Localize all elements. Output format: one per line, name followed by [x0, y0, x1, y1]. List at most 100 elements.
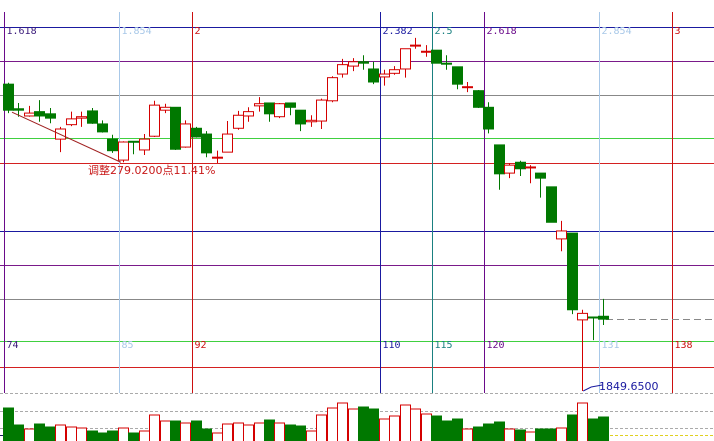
volume-bar	[515, 429, 526, 441]
candle-down	[191, 126, 202, 138]
candle-body	[400, 48, 411, 70]
candle-body	[421, 50, 432, 53]
volume-bar	[588, 418, 599, 441]
candle-body	[160, 106, 171, 111]
fib-bar-label: 92	[195, 340, 207, 351]
candle-body	[535, 172, 546, 179]
candle-up	[327, 76, 338, 103]
volume-bar	[400, 404, 411, 441]
candle-body	[462, 86, 473, 89]
volume-bar	[160, 420, 171, 441]
candle-up	[410, 37, 421, 49]
candle-down	[598, 298, 609, 325]
candle-down	[546, 186, 557, 223]
candle-down	[515, 160, 526, 176]
candle-body	[431, 49, 442, 64]
candle-body	[379, 73, 390, 78]
candle-body	[13, 108, 24, 111]
volume-bar	[55, 424, 66, 441]
volume-bar	[504, 428, 515, 441]
volume-bar	[556, 427, 567, 441]
candle-body	[295, 109, 306, 125]
candle-body	[34, 111, 45, 117]
fib-ratio-label: 1.854	[122, 26, 152, 37]
volume-bar	[264, 419, 275, 441]
volume-bar	[128, 432, 139, 441]
candle-up	[212, 150, 223, 163]
candle-body	[76, 116, 87, 119]
candle-body	[191, 127, 202, 138]
candle-up	[337, 58, 348, 78]
volume-bar	[348, 408, 359, 441]
fib-bar-label: 110	[383, 340, 401, 351]
candle-down	[567, 232, 578, 315]
fib-ratio-label: 1.618	[7, 26, 37, 37]
candle-up	[421, 45, 432, 57]
candle-up	[348, 58, 359, 72]
candle-down	[441, 55, 452, 70]
candle-up	[389, 66, 400, 75]
fib-ratio-label: 2.382	[383, 26, 413, 37]
volume-bar	[410, 408, 421, 441]
candle-body	[212, 156, 223, 159]
candle-body	[87, 110, 98, 124]
volume-bar	[274, 422, 285, 441]
volume-bar	[24, 428, 35, 441]
volume-bar	[337, 402, 348, 441]
candle-body	[410, 44, 421, 47]
candle-down	[535, 172, 546, 198]
candle-down	[264, 102, 275, 122]
volume-bar	[379, 418, 390, 441]
candle-down	[483, 102, 494, 134]
candle-down	[97, 120, 108, 133]
volume-bar	[285, 424, 296, 441]
volume-bar	[441, 420, 452, 441]
volume-bar	[452, 418, 463, 441]
volume-bar	[212, 432, 223, 441]
candle-body	[201, 133, 212, 154]
candle-up	[462, 81, 473, 93]
candle-down	[452, 66, 463, 90]
candles	[3, 37, 609, 391]
candle-down	[170, 106, 181, 150]
candle-up	[243, 107, 254, 122]
volume-bar	[180, 422, 191, 441]
candle-body	[3, 83, 14, 111]
volume-bar	[577, 402, 588, 441]
fib-bar-label: 85	[122, 340, 134, 351]
candle-body	[285, 102, 296, 108]
fib-bar-label: 115	[435, 340, 453, 351]
volume-bar	[254, 422, 265, 441]
candle-body	[222, 133, 233, 153]
candle-body	[118, 141, 129, 161]
volume-bar	[76, 427, 87, 441]
candle-down	[358, 55, 369, 70]
candle-body	[139, 138, 150, 151]
candle-body	[556, 230, 567, 240]
candle-body	[170, 106, 181, 150]
volume-bar	[118, 427, 129, 441]
candle-up	[160, 103, 171, 114]
candle-up	[379, 69, 390, 86]
candle-body	[577, 312, 588, 321]
candle-body	[441, 62, 452, 65]
volume-bar	[139, 430, 150, 441]
candle-body	[473, 90, 484, 108]
volume-bar	[431, 415, 442, 441]
fib-bar-label: 131	[602, 340, 620, 351]
volume-bar	[327, 407, 338, 441]
volume-bar	[170, 420, 181, 441]
fib-ratio-label: 2.854	[602, 26, 632, 37]
candle-body	[97, 123, 108, 133]
fib-ratio-label: 2	[195, 26, 201, 37]
fib-ratio-label: 2.5	[435, 26, 453, 37]
volume-bar	[546, 428, 557, 441]
volume-bar	[13, 424, 24, 441]
candle-up	[76, 111, 87, 127]
volume-bar	[243, 424, 254, 441]
volume-bar	[149, 414, 160, 441]
candle-up	[118, 141, 129, 163]
low-price-label: 1849.6500	[599, 380, 659, 393]
candle-body	[149, 104, 160, 137]
candle-down	[107, 134, 118, 153]
